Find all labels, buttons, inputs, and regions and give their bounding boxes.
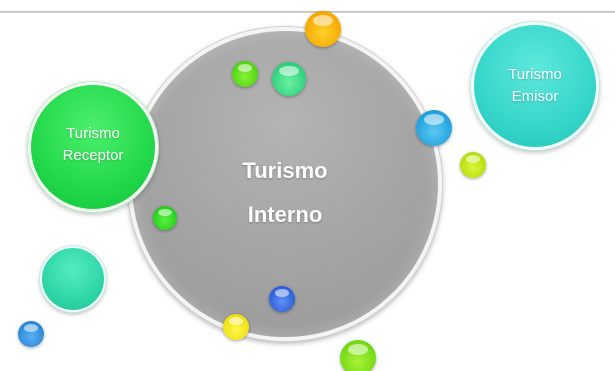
- node-turismo-interno-line2: Interno: [247, 202, 323, 227]
- node-turismo-receptor-line1: Turismo: [66, 125, 120, 142]
- decorative-mint-ball: [272, 62, 306, 96]
- node-turismo-emisor-label: Turismo Emisor: [474, 64, 596, 108]
- decorative-green-ball: [232, 61, 258, 87]
- decorative-lime-ball: [460, 152, 486, 178]
- node-turismo-emisor-line1: Turismo: [508, 66, 562, 83]
- node-turismo-receptor: Turismo Receptor: [28, 82, 158, 212]
- decorative-lime-ball: [340, 340, 376, 371]
- node-turismo-receptor-line2: Receptor: [62, 147, 124, 164]
- decorative-green-ball: [153, 206, 177, 230]
- node-turismo-emisor-line2: Emisor: [511, 88, 559, 105]
- decorative-yellow-ball: [223, 314, 249, 340]
- node-turismo-receptor-label: Turismo Receptor: [31, 123, 155, 167]
- decorative-blue-ball: [18, 321, 44, 347]
- decorative-blue-ball: [416, 110, 452, 146]
- node-turismo-emisor: Turismo Emisor: [471, 22, 599, 150]
- top-divider: [0, 11, 615, 13]
- decorative-orange-ball: [305, 11, 341, 47]
- node-turismo-interno-label: Turismo Interno: [132, 149, 438, 237]
- decorative-navy-ball: [269, 286, 295, 312]
- decorative-teal-bubble: [40, 246, 106, 312]
- node-turismo-interno-line1: Turismo: [242, 158, 328, 183]
